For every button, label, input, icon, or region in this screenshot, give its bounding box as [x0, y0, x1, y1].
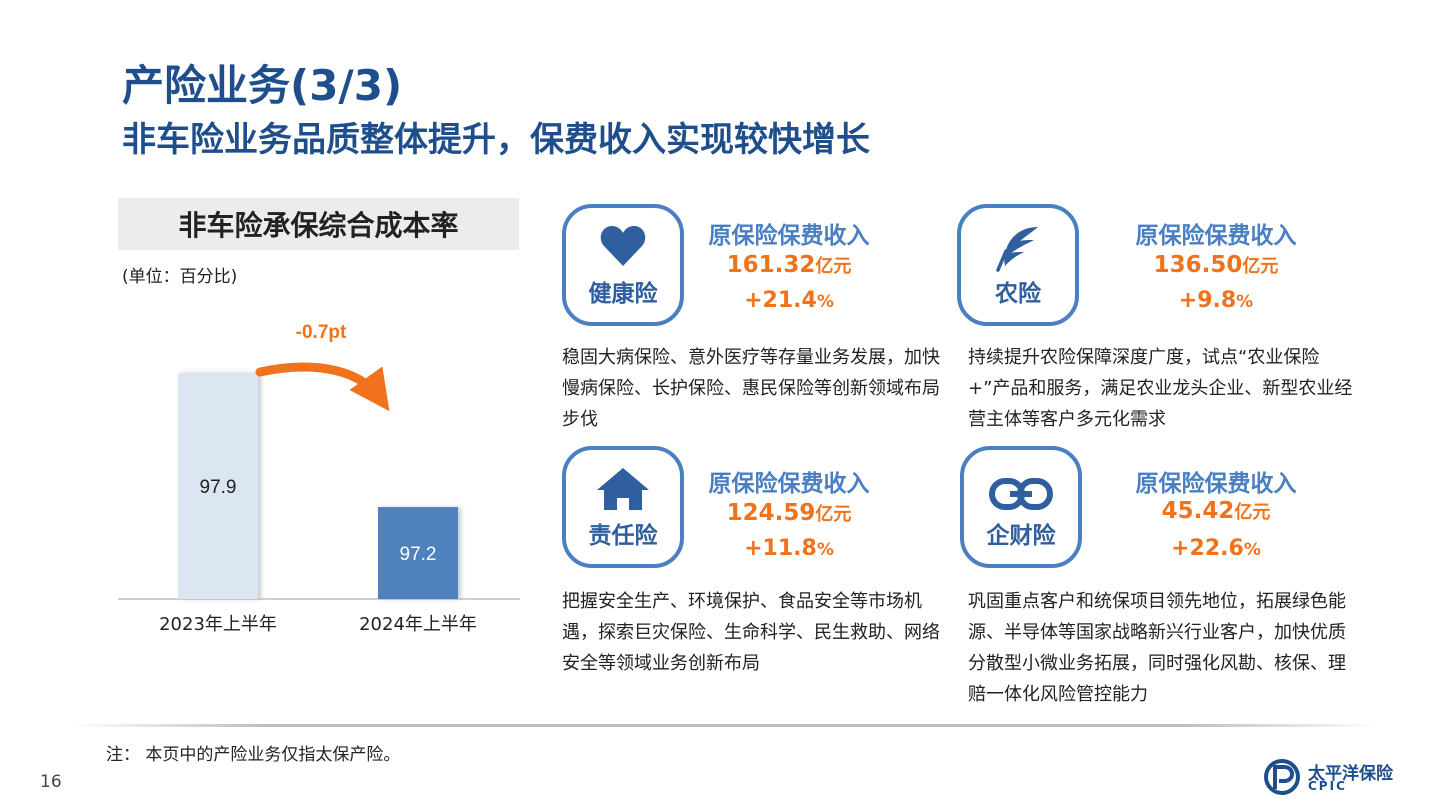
- card-growth: +22.6%: [1171, 536, 1261, 561]
- card-stat-label: 原保险保费收入: [1135, 471, 1297, 497]
- footnote: 注： 本页中的产险业务仅指太保产险。: [106, 745, 401, 765]
- chart-unit: (单位：百分比): [122, 267, 238, 287]
- footer-divider: [70, 724, 1380, 727]
- liability-insurance-card: 责任险: [562, 446, 684, 568]
- card-description: 持续提升农险保障深度广度，试点“农业保险+”产品和服务，满足农业龙头企业、新型农…: [968, 347, 1353, 430]
- decrease-arrow: [255, 362, 390, 412]
- card-description: 巩固重点客户和统保项目领先地位，拓展绿色能源、半导体等国家战略新兴行业客户，加快…: [968, 591, 1346, 705]
- card-growth: +11.8%: [744, 536, 834, 561]
- card-stat-label: 原保险保费收入: [1135, 223, 1297, 249]
- page-title: 产险业务(3/3): [122, 61, 403, 110]
- bar-value-label: 97.9: [200, 477, 237, 498]
- property-insurance-card: 企财险: [960, 446, 1082, 568]
- cpic-logo-icon: [1264, 759, 1300, 795]
- cost-ratio-chart: 97.9 2023年上半年 97.2 2024年上半年 -0.7pt: [118, 322, 520, 635]
- card-premium-value: 45.42亿元: [1161, 498, 1271, 524]
- heart-icon: [600, 226, 646, 266]
- agriculture-insurance-card: 农险: [957, 204, 1079, 326]
- card-name: 责任险: [588, 523, 658, 549]
- logo-en: CPIC: [1308, 779, 1347, 793]
- card-name: 农险: [995, 281, 1041, 307]
- logo-name: 太平洋保险: [1308, 764, 1393, 784]
- card-name: 企财险: [986, 523, 1056, 549]
- chart-heading: 非车险承保综合成本率: [118, 198, 519, 250]
- link-icon: [989, 478, 1053, 510]
- card-stat-label: 原保险保费收入: [708, 223, 870, 249]
- card-stat-label: 原保险保费收入: [708, 471, 870, 497]
- home-icon: [597, 468, 649, 510]
- card-growth: +9.8%: [1178, 288, 1254, 313]
- change-annotation: -0.7pt: [296, 322, 347, 343]
- category-label: 2023年上半年: [159, 614, 277, 635]
- bar-value-label: 97.2: [400, 544, 437, 565]
- cpic-logo: 太平洋保险 CPIC: [1262, 757, 1412, 797]
- card-description: 把握安全生产、环境保护、食品安全等市场机遇，探索巨灾保险、生命科学、民生救助、网…: [562, 591, 940, 674]
- page-subtitle: 非车险业务品质整体提升，保费收入实现较快增长: [122, 120, 870, 160]
- card-premium-value: 136.50亿元: [1153, 252, 1279, 278]
- card-name: 健康险: [588, 281, 658, 307]
- card-description: 稳固大病保险、意外医疗等存量业务发展，加快慢病保险、长护保险、惠民保险等创新领域…: [562, 347, 940, 430]
- bar-2: [378, 507, 458, 599]
- feather-icon: [996, 227, 1038, 272]
- health-insurance-card: 健康险: [562, 204, 684, 326]
- card-growth: +21.4%: [744, 288, 834, 313]
- page-number: 16: [40, 772, 62, 792]
- card-premium-value: 161.32亿元: [726, 252, 852, 278]
- card-premium-value: 124.59亿元: [726, 500, 852, 526]
- bar-1: [178, 373, 258, 599]
- category-label: 2024年上半年: [359, 614, 477, 635]
